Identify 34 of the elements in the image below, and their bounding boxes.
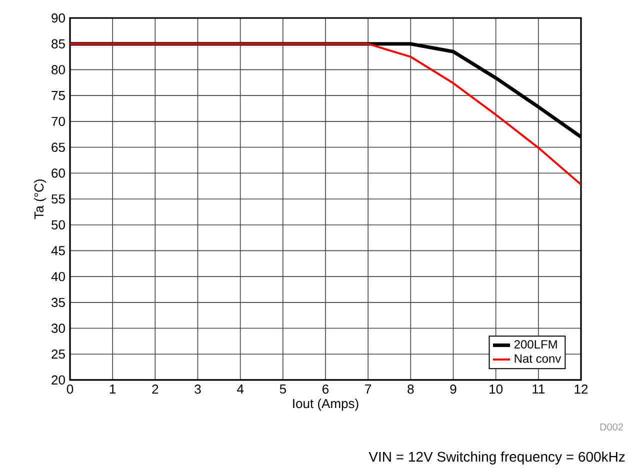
x-tick-label: 6 [322,384,329,394]
text: VIN = 12V Switching frequency = 600kHz [368,451,625,465]
x-tick-label: 1 [110,384,116,394]
y-tick-label: 65 [52,142,65,152]
y-tick-label: 85 [52,39,65,48]
x-tick-label: 8 [408,384,414,394]
x-tick-label: 3 [194,384,201,394]
x-tick-label: 10 [490,384,503,394]
y-tick-label: 55 [52,194,65,204]
x-tick-label: 9 [450,384,456,394]
y-tick-label: 40 [51,272,65,282]
x-tick-label: 12 [574,384,588,394]
x-tick-label: 11 [532,384,545,394]
y-tick-label: 90 [52,13,65,23]
y-tick-label: 70 [52,116,65,126]
x-tick-label: 2 [152,384,158,394]
y-axis-title: Ta (°C) [34,180,46,219]
x-tick-label: 5 [280,384,286,394]
x-tick-label: 4 [237,384,244,394]
x-axis-title: Iout (Amps) [293,398,358,411]
legend-label: 200LFM [514,340,557,349]
text: D002 [600,423,623,431]
x-tick-label: 0 [66,384,74,394]
y-tick-label: 60 [52,168,65,178]
y-tick-label: 30 [52,324,65,333]
y-tick-label: 20 [52,375,65,385]
legend-label: Nat conv [514,354,562,363]
y-tick-label: 35 [52,298,65,308]
y-tick-label: 80 [52,65,65,74]
y-tick-label: 50 [52,220,65,230]
y-tick-label: 75 [52,91,65,100]
x-tick-label: 7 [365,384,372,394]
y-tick-label: 45 [51,246,65,256]
y-tick-label: 25 [52,350,65,359]
